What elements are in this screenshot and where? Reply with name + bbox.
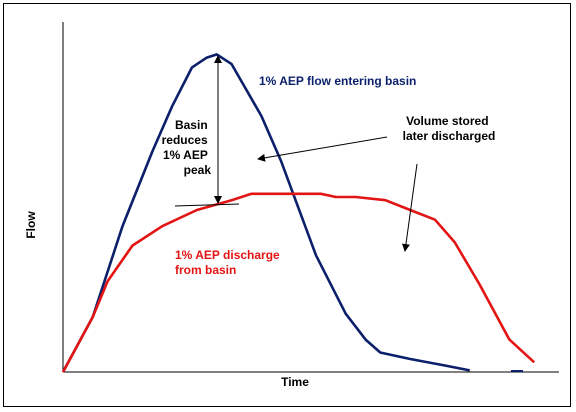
basin-reduces-line-1: Basin: [175, 118, 208, 132]
basin-reduces-label: Basin reduces 1% AEP peak: [162, 118, 212, 177]
discharge-label: 1% AEP discharge from basin: [175, 248, 283, 277]
chart-frame: Time Flow 1% AEP flow entering basin Bas…: [3, 3, 571, 407]
series-line-discharge: [61, 192, 536, 373]
hydrograph-chart: Time Flow 1% AEP flow entering basin Bas…: [24, 22, 559, 389]
x-axis-label: Time: [281, 375, 309, 389]
volume-stored-line-2: later discharged: [403, 129, 496, 143]
inflow-label: 1% AEP flow entering basin: [259, 74, 416, 88]
volume-stored-arrow-down: [401, 163, 418, 252]
volume-stored-line-1: Volume stored: [406, 114, 488, 128]
volume-stored-arrow-left: [257, 136, 388, 162]
discharge-line-2: from basin: [175, 263, 236, 277]
series-line-inflow: [61, 53, 470, 373]
discharge-peak-tick: [174, 203, 240, 207]
y-axis-label: Flow: [24, 211, 38, 239]
basin-reduces-line-2: reduces: [162, 133, 208, 147]
volume-stored-label: Volume stored later discharged: [403, 114, 496, 143]
discharge-line-1: 1% AEP discharge: [175, 248, 280, 262]
basin-reduces-line-3: 1% AEP: [163, 148, 208, 162]
basin-reduces-line-4: peak: [184, 163, 212, 177]
